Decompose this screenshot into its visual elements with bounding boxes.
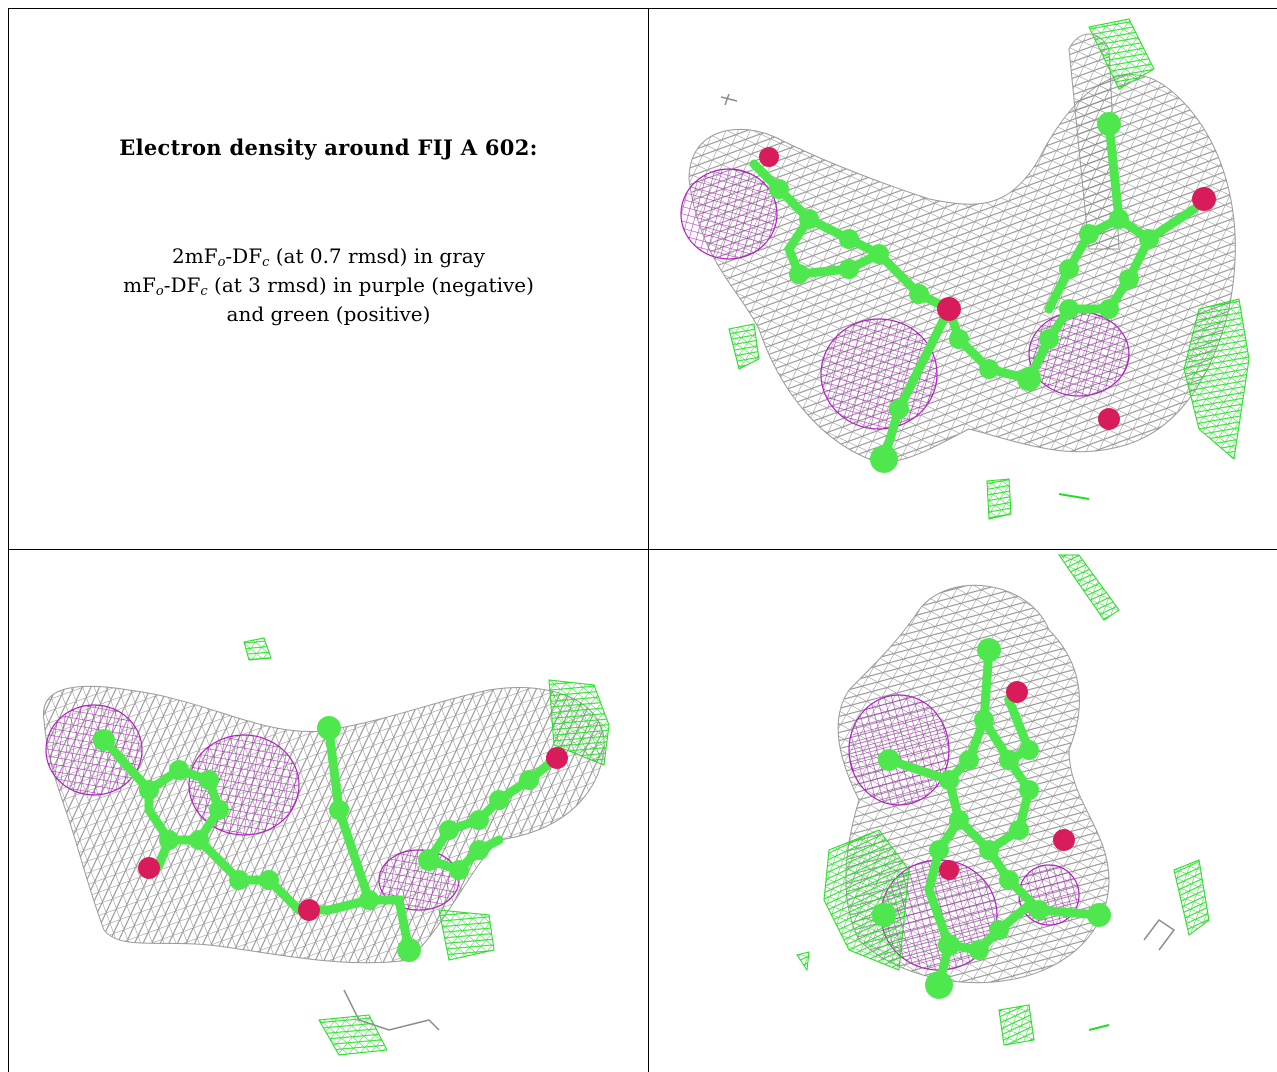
grid-divider-horizontal: [8, 549, 1277, 550]
grid-border-left: [8, 8, 9, 1072]
density-render-1: [680, 18, 1250, 520]
grid-divider-vertical: [648, 8, 649, 1072]
density-view-bottom-right: [649, 550, 1277, 1072]
density-view-bottom-left: [9, 550, 648, 1072]
density-render-3: [796, 554, 1210, 1046]
grid-border-top: [8, 8, 1277, 9]
legend-line-positive: and green (positive): [226, 302, 431, 326]
caption-cell: Electron density around FIJ A 602: 2mFo-…: [9, 9, 648, 549]
caption-title: Electron density around FIJ A 602:: [119, 135, 538, 160]
density-view-top-right: [649, 9, 1277, 549]
density-render-2: [42, 637, 610, 1056]
legend-line-2fofc: 2mFo-DFc (at 0.7 rmsd) in gray: [172, 244, 485, 270]
caption-legend: 2mFo-DFc (at 0.7 rmsd) in gray mFo-DFc (…: [123, 242, 534, 329]
legend-line-fofc: mFo-DFc (at 3 rmsd) in purple (negative): [123, 273, 534, 299]
